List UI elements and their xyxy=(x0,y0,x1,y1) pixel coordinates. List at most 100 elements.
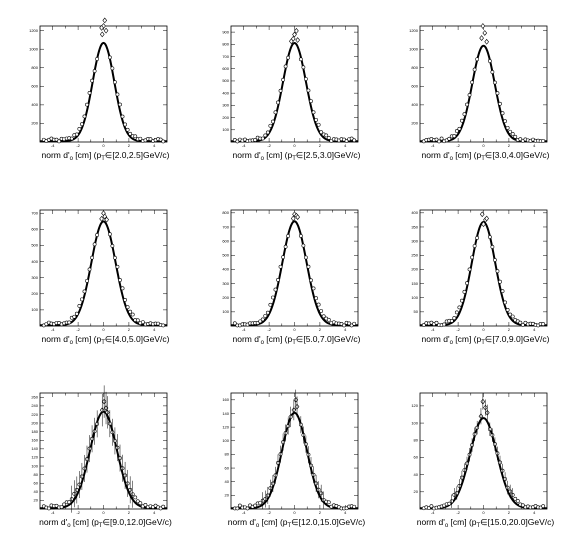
data-point xyxy=(321,314,326,319)
data-point xyxy=(263,133,268,138)
data-point xyxy=(235,139,240,144)
x-axis-label: norm d'o [cm] (pT∈[15.0,20.0]GeV/c) xyxy=(417,517,555,529)
x-axis-label-sub: o xyxy=(256,523,260,529)
data-point xyxy=(487,59,492,63)
peak-point xyxy=(102,213,108,220)
x-tick-label: 4 xyxy=(533,510,536,515)
peak-point xyxy=(480,23,486,29)
data-point xyxy=(304,255,308,260)
data-point xyxy=(258,500,263,505)
data-point xyxy=(495,91,500,96)
data-point xyxy=(508,312,513,317)
x-axis-label: norm d'o [cm] (pT∈[4.0,5.0]GeV/c) xyxy=(41,334,169,346)
data-point xyxy=(462,112,467,117)
data-point xyxy=(77,126,82,131)
data-point xyxy=(161,323,166,328)
y-tick-label: 160 xyxy=(31,438,38,443)
data-point xyxy=(465,102,469,107)
x-tick-label: -4 xyxy=(51,327,55,332)
x-tick-label: 0 xyxy=(293,143,296,148)
data-point xyxy=(115,264,120,269)
y-tick-label: 350 xyxy=(411,224,418,229)
x-axis-label-prefix: norm d' xyxy=(41,334,69,344)
y-tick-label: 140 xyxy=(31,446,38,451)
data-point xyxy=(107,232,112,237)
data-point xyxy=(113,80,117,85)
x-tick-label: 0 xyxy=(482,143,485,148)
data-point xyxy=(125,127,130,132)
plot-frame xyxy=(419,392,548,510)
data-point xyxy=(92,242,97,247)
fit-curve xyxy=(231,411,358,510)
x-tick-label: -2 xyxy=(456,327,460,332)
data-point xyxy=(130,312,135,317)
y-tick-label: 100 xyxy=(411,420,418,425)
data-point xyxy=(442,322,447,327)
data-point xyxy=(541,322,546,326)
data-point xyxy=(487,235,492,239)
x-axis-label-range: ∈[15.0,20.0]GeV/c) xyxy=(480,517,554,527)
x-tick-label: 2 xyxy=(128,327,131,332)
data-point xyxy=(452,134,457,138)
data-point xyxy=(158,137,163,142)
data-point xyxy=(319,130,324,135)
panel-2: -4 -2 0 2 4 100 200 300 400 500 600 700 800 900 norm d… xyxy=(222,25,361,162)
x-tick-label: 4 xyxy=(533,143,536,148)
data-point xyxy=(518,137,523,142)
x-axis-label-unit: [cm] (p xyxy=(264,334,293,344)
y-tick-label: 800 xyxy=(31,65,38,70)
plot-frame xyxy=(419,25,548,143)
y-tick-label: 250 xyxy=(411,253,418,258)
data-point xyxy=(258,319,263,324)
x-tick-label: -4 xyxy=(51,143,55,148)
x-axis-label-sub2: T xyxy=(101,156,105,162)
data-point xyxy=(301,243,306,248)
data-point xyxy=(125,305,130,310)
y-tick-label: 1000 xyxy=(29,47,39,52)
data-point xyxy=(265,130,270,135)
x-axis-label-unit: [cm] (p xyxy=(453,150,482,160)
data-point xyxy=(161,139,166,144)
data-point xyxy=(490,70,495,74)
x-tick-label: 4 xyxy=(533,327,536,332)
y-tick-label: 100 xyxy=(411,295,418,300)
peak-point xyxy=(479,211,485,218)
y-tick-label: 900 xyxy=(222,29,229,34)
data-point xyxy=(245,506,250,511)
data-point xyxy=(500,289,505,294)
y-tick-label: 60 xyxy=(225,465,230,470)
y-tick-label: 150 xyxy=(411,281,418,286)
data-point xyxy=(541,138,546,143)
y-tick-label: 180 xyxy=(31,429,38,434)
data-point xyxy=(439,136,444,141)
y-tick-label: 400 xyxy=(411,210,418,215)
data-point xyxy=(503,119,507,124)
x-axis-label: norm d'o [cm] (pT∈[5.0,7.0]GeV/c) xyxy=(232,334,360,346)
x-axis-label-sub: o xyxy=(450,156,454,162)
y-tick-label: 200 xyxy=(31,291,38,296)
x-tick-label: 4 xyxy=(153,143,156,148)
y-tick-label: 400 xyxy=(31,259,38,264)
data-point xyxy=(237,503,242,508)
data-point xyxy=(475,57,480,62)
data-point xyxy=(352,138,357,143)
data-point xyxy=(434,137,439,142)
y-tick-label: 400 xyxy=(222,267,229,272)
y-tick-label: 240 xyxy=(31,403,38,408)
x-axis-label-prefix: norm d' xyxy=(232,150,260,160)
x-tick-label: -2 xyxy=(456,510,460,515)
x-tick-label: 2 xyxy=(319,510,322,515)
x-axis-label-sub: o xyxy=(67,523,71,529)
data-point xyxy=(54,137,59,142)
data-point xyxy=(306,264,311,269)
y-tick-label: 100 xyxy=(31,307,38,312)
x-tick-label: -4 xyxy=(431,327,435,332)
plot-frame xyxy=(230,209,359,327)
y-tick-label: 300 xyxy=(31,275,38,280)
x-axis-label-sub: o xyxy=(261,340,265,346)
data-point xyxy=(260,317,265,322)
peak-point xyxy=(484,38,489,45)
data-point xyxy=(273,287,278,292)
data-point xyxy=(344,506,349,511)
